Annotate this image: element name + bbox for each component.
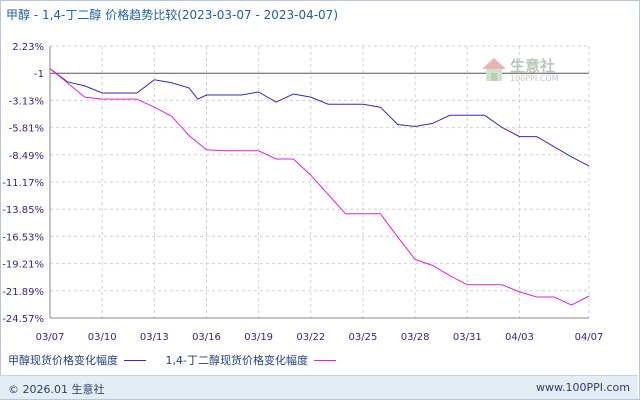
- x-tick-label: 03/19: [244, 332, 273, 343]
- y-tick-label: -13.85%: [2, 205, 44, 216]
- watermark-url: 100PPI.COM: [510, 74, 559, 83]
- footer: © 2026.01 生意社 www.100PPI.com: [0, 375, 638, 399]
- legend: 甲醇现货价格变化幅度 1,4-丁二醇现货价格变化幅度: [8, 352, 352, 368]
- footer-url: www.100PPI.com: [536, 381, 630, 394]
- y-tick-label: -16.53%: [2, 232, 44, 243]
- x-tick-label: 03/22: [296, 332, 325, 343]
- watermark-text: 生意社: [510, 57, 556, 75]
- y-tick-label: -3.13%: [9, 96, 44, 107]
- house-logo-icon: [482, 58, 506, 81]
- legend-label-bdo: 1,4-丁二醇现货价格变化幅度: [165, 354, 308, 367]
- y-tick-label: -11.17%: [2, 178, 44, 189]
- x-tick-label: 03/31: [453, 332, 482, 343]
- chart-date-range: (2023-03-07 - 2023-04-07): [177, 8, 339, 22]
- y-tick-label: -5.81%: [9, 124, 44, 135]
- y-tick-label: 2.23%: [12, 42, 44, 53]
- legend-item-methanol: 甲醇现货价格变化幅度: [8, 352, 146, 368]
- y-tick-label: -19.21%: [2, 260, 44, 271]
- x-tick-label: 03/16: [192, 332, 221, 343]
- y-tick-label: -21.89%: [2, 287, 44, 298]
- x-tick-label: 03/13: [140, 332, 169, 343]
- chart-title: 甲醇 - 1,4-丁二醇 价格趋势比较(2023-03-07 - 2023-04…: [6, 8, 339, 22]
- legend-label-methanol: 甲醇现货价格变化幅度: [8, 354, 118, 367]
- y-tick-label: -1: [34, 69, 44, 80]
- legend-item-bdo: 1,4-丁二醇现货价格变化幅度: [166, 352, 336, 368]
- watermark: 生意社 100PPI.COM: [480, 55, 580, 93]
- axes: 2.23% -1 -3.13% -5.81% -8.49% -11.17% -13.85% -…: [2, 42, 603, 343]
- x-tick-label: 03/07: [36, 332, 65, 343]
- x-tick-label: 04/03: [505, 332, 534, 343]
- footer-copyright: © 2026.01 生意社: [8, 383, 105, 396]
- x-tick-label: 03/28: [401, 332, 430, 343]
- x-tick-label: 03/25: [349, 332, 378, 343]
- legend-swatch-bdo: [313, 359, 336, 361]
- legend-swatch-methanol: [124, 359, 146, 361]
- y-tick-label: -8.49%: [9, 151, 44, 162]
- series-line-methanol: [49, 68, 590, 167]
- x-tick-label: 04/07: [575, 332, 604, 343]
- x-tick-label: 03/10: [88, 332, 117, 343]
- series: [49, 68, 590, 306]
- series-line-bdo: [49, 68, 590, 306]
- y-tick-label: -24.57%: [2, 314, 44, 325]
